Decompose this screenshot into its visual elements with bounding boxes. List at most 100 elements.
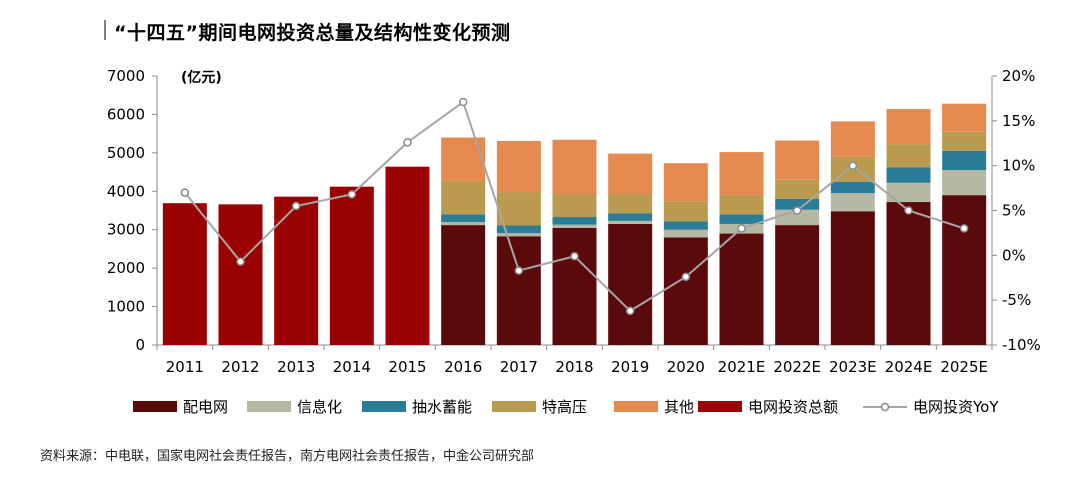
stacked-bar-segment bbox=[775, 198, 820, 210]
y-tick-label: 5000 bbox=[107, 144, 145, 162]
yoy-point bbox=[347, 190, 357, 199]
yoy-point bbox=[514, 266, 524, 275]
stacked-bar-segment bbox=[663, 221, 708, 230]
stacked-bar-segment bbox=[608, 193, 653, 214]
legend: 配电网 信息化 抽水蓄能 特高压 其他 电网投资总额 电网投资YoY bbox=[133, 398, 999, 416]
stacked-bar-segment bbox=[830, 121, 875, 157]
stacked-bar-segment bbox=[830, 193, 875, 212]
total-bar bbox=[385, 166, 430, 345]
y-tick-label: 3000 bbox=[107, 221, 145, 239]
stacked-bar-segment bbox=[663, 201, 708, 222]
stacked-bar-segment bbox=[608, 220, 653, 224]
total-bar bbox=[329, 186, 374, 345]
y2-tick-label: -10% bbox=[1002, 336, 1041, 354]
stacked-bar-segment bbox=[942, 170, 987, 196]
y-tick-label: 6000 bbox=[107, 105, 145, 123]
x-tick-label: 2011 bbox=[166, 358, 204, 376]
legend-label: 特高压 bbox=[542, 398, 587, 416]
x-tick-label: 2025E bbox=[940, 358, 988, 376]
legend-label: 电网投资总额 bbox=[748, 398, 838, 416]
legend-label: 其他 bbox=[664, 398, 694, 416]
x-tick-label: 2019 bbox=[611, 358, 649, 376]
stacked-bar-segment bbox=[663, 237, 708, 345]
yoy-point bbox=[681, 272, 691, 282]
stacked-bar-segment bbox=[441, 222, 486, 226]
yoy-point bbox=[625, 306, 635, 316]
yoy-point bbox=[904, 206, 913, 215]
tick-labels: 0 1000 2000 3000 4000 5000 6000 7000 -10% -5% 0% 5%… bbox=[107, 67, 1041, 376]
y2-tick-label: 15% bbox=[1002, 112, 1035, 130]
yoy-point bbox=[959, 224, 969, 233]
y2-tick-label: 5% bbox=[1002, 202, 1026, 220]
total-bar bbox=[218, 204, 263, 345]
legend-swatch bbox=[133, 401, 177, 412]
yoy-point bbox=[848, 161, 858, 170]
stacked-bar-segment bbox=[552, 139, 597, 194]
title-accent-bar bbox=[104, 20, 106, 40]
x-tick-label: 2018 bbox=[555, 358, 593, 376]
yoy-line bbox=[180, 97, 969, 316]
x-tick-label: 2017 bbox=[500, 358, 538, 376]
stacked-bar-segment bbox=[496, 192, 541, 226]
x-tick-label: 2014 bbox=[333, 358, 371, 376]
x-tick-label: 2021E bbox=[718, 358, 766, 376]
legend-swatch bbox=[362, 401, 406, 412]
x-tick-label: 2012 bbox=[221, 358, 259, 376]
stacked-bar-segment bbox=[886, 109, 931, 145]
stacked-bar-segment bbox=[719, 214, 764, 224]
stacked-bar-segment bbox=[496, 225, 541, 234]
chart: 0 1000 2000 3000 4000 5000 6000 7000 -10% -5% 0% 5%… bbox=[107, 67, 1041, 416]
legend-swatch bbox=[247, 401, 291, 412]
stacked-bar-segment bbox=[942, 103, 987, 132]
stacked-bar-segment bbox=[663, 163, 708, 202]
legend-line-marker bbox=[880, 402, 890, 412]
y-tick-label: 7000 bbox=[107, 67, 145, 85]
stacked-bar-segment bbox=[552, 224, 597, 228]
stacked-bar-segment bbox=[942, 195, 987, 345]
stacked-bar-segment bbox=[663, 229, 708, 238]
yoy-point bbox=[291, 201, 301, 211]
stacked-bar-segment bbox=[886, 167, 931, 183]
stacked-bar-segment bbox=[886, 144, 931, 168]
y-tick-label: 0 bbox=[135, 336, 145, 354]
stacked-bar-segment bbox=[608, 153, 653, 194]
stacked-bar-segment bbox=[886, 182, 931, 203]
x-tick-label: 2013 bbox=[277, 358, 315, 376]
stacked-bar-segment bbox=[441, 180, 486, 215]
y-tick-label: 4000 bbox=[107, 182, 145, 200]
x-tick-label: 2022E bbox=[773, 358, 821, 376]
source-note: 资料来源：中电联，国家电网社会责任报告，南方电网社会责任报告，中金公司研究部 bbox=[40, 449, 535, 464]
stacked-bar-segment bbox=[441, 137, 486, 181]
stacked-bar-segment bbox=[552, 193, 597, 218]
stacked-bar-segment bbox=[942, 150, 987, 171]
stacked-bar-segment bbox=[552, 217, 597, 225]
stacked-bar-segment bbox=[830, 181, 875, 194]
stacked-bar-segment bbox=[775, 225, 820, 345]
x-tick-label: 2016 bbox=[444, 358, 482, 376]
yoy-point bbox=[180, 188, 190, 197]
yoy-point bbox=[570, 251, 579, 261]
y-unit-label: (亿元) bbox=[181, 69, 222, 86]
stacked-bar-segment bbox=[719, 233, 764, 345]
legend-label: 配电网 bbox=[183, 398, 228, 416]
stacked-bar-segment bbox=[942, 131, 987, 151]
x-tick-label: 2020 bbox=[667, 358, 705, 376]
yoy-point bbox=[737, 224, 746, 233]
stacked-bar-segment bbox=[441, 225, 486, 345]
legend-swatch bbox=[614, 401, 658, 412]
y2-tick-label: 20% bbox=[1002, 67, 1035, 85]
total-bar bbox=[162, 203, 207, 345]
legend-swatch bbox=[492, 401, 536, 412]
stacked-bar-segment bbox=[496, 236, 541, 345]
legend-swatch bbox=[698, 401, 742, 412]
y-tick-label: 1000 bbox=[107, 298, 145, 316]
yoy-point bbox=[792, 206, 802, 215]
stacked-bar-segment bbox=[608, 213, 653, 221]
bars bbox=[162, 103, 987, 345]
x-tick-label: 2024E bbox=[885, 358, 933, 376]
stacked-bar-segment bbox=[830, 211, 875, 345]
y2-tick-label: -5% bbox=[1002, 291, 1031, 309]
yoy-point bbox=[458, 97, 468, 107]
stacked-bar-segment bbox=[496, 233, 541, 237]
chart-title: “十四五”期间电网投资总量及结构性变化预测 bbox=[114, 22, 511, 44]
